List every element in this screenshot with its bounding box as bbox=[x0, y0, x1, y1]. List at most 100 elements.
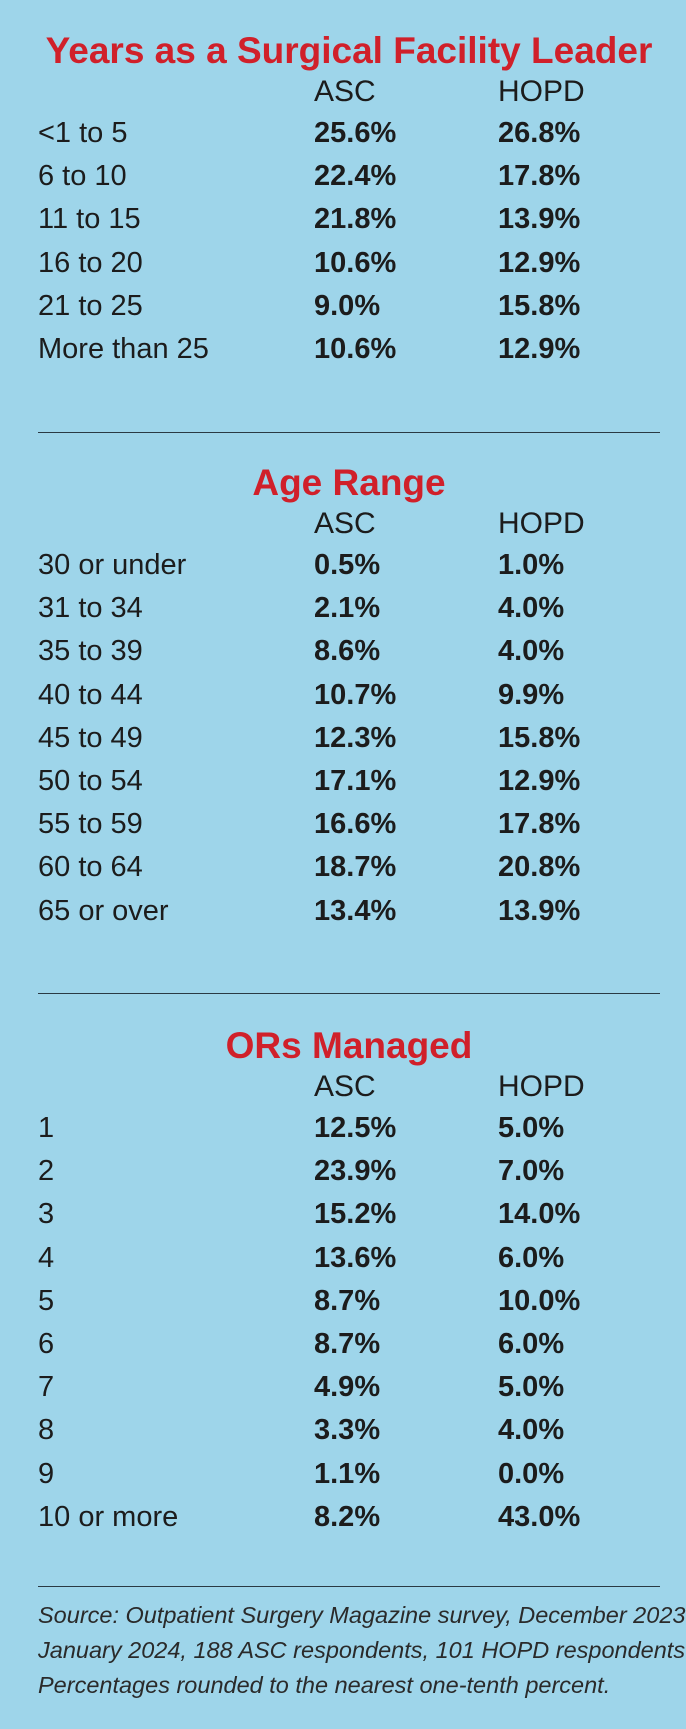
table-row: 2 23.9% 7.0% bbox=[38, 1150, 660, 1193]
asc-value: 4.9% bbox=[314, 1371, 381, 1404]
hopd-value: 17.8% bbox=[498, 160, 581, 193]
asc-value: 21.8% bbox=[314, 203, 397, 236]
row-label: 16 to 20 bbox=[38, 246, 143, 279]
section-divider bbox=[38, 1586, 660, 1587]
asc-value: 0.5% bbox=[314, 549, 381, 581]
hopd-value: 20.8% bbox=[498, 851, 581, 884]
table-row: 65 or over 13.4% 13.9% bbox=[38, 890, 660, 933]
source-line: Percentages rounded to the nearest one-t… bbox=[38, 1672, 611, 1698]
asc-value: 8.7% bbox=[314, 1327, 381, 1360]
table-row: 3 15.2% 14.0% bbox=[38, 1193, 660, 1236]
asc-value: 8.2% bbox=[314, 1500, 381, 1533]
table-row: 5 8.7% 10.0% bbox=[38, 1280, 660, 1323]
hopd-value: 13.9% bbox=[498, 203, 581, 236]
table-row: 16 to 20 10.6% 12.9% bbox=[38, 242, 660, 285]
years-leader-table: Years as a Surgical Facility Leader ASC HO… bbox=[38, 30, 660, 371]
asc-value: 13.6% bbox=[314, 1241, 397, 1274]
asc-value: 23.9% bbox=[314, 1155, 397, 1188]
asc-value: 15.2% bbox=[314, 1198, 397, 1231]
hopd-value: 9.9% bbox=[498, 678, 565, 711]
hopd-value: 4.0% bbox=[498, 1414, 565, 1447]
hopd-value: 4.0% bbox=[498, 592, 565, 625]
column-header-asc: ASC bbox=[314, 1070, 376, 1103]
hopd-value: 15.8% bbox=[498, 289, 581, 322]
source-note: Source: Outpatient Surgery Magazine surv… bbox=[38, 1598, 686, 1703]
hopd-value: 6.0% bbox=[498, 1327, 565, 1360]
asc-value: 8.7% bbox=[314, 1284, 381, 1317]
section-title: Age Range bbox=[252, 462, 446, 503]
hopd-value: 1.0% bbox=[498, 549, 565, 581]
table-row: 11 to 15 21.8% 13.9% bbox=[38, 198, 660, 241]
hopd-value: 12.9% bbox=[498, 246, 581, 279]
table-row: 35 to 39 8.6% 4.0% bbox=[38, 630, 660, 673]
hopd-value: 6.0% bbox=[498, 1241, 565, 1274]
row-label: 2 bbox=[38, 1155, 55, 1188]
source-line: Source: Outpatient Surgery Magazine surv… bbox=[38, 1602, 686, 1628]
asc-value: 12.3% bbox=[314, 721, 397, 754]
row-label: 40 to 44 bbox=[38, 678, 143, 711]
row-label: 8 bbox=[38, 1414, 55, 1447]
asc-value: 16.6% bbox=[314, 808, 397, 841]
table-row: 55 to 59 16.6% 17.8% bbox=[38, 803, 660, 846]
table-row: 45 to 49 12.3% 15.8% bbox=[38, 717, 660, 760]
row-label: 35 to 39 bbox=[38, 635, 143, 668]
row-label: 5 bbox=[38, 1284, 55, 1317]
table-row: 40 to 44 10.7% 9.9% bbox=[38, 674, 660, 717]
table-row: <1 to 5 25.6% 26.8% bbox=[38, 112, 660, 155]
row-label: 65 or over bbox=[38, 894, 169, 927]
table-row: 4 13.6% 6.0% bbox=[38, 1237, 660, 1280]
row-label: 6 to 10 bbox=[38, 160, 127, 193]
hopd-value: 13.9% bbox=[498, 894, 581, 927]
asc-value: 10.6% bbox=[314, 332, 397, 365]
row-label: 3 bbox=[38, 1198, 55, 1231]
column-header-row: ASC HOPD bbox=[38, 504, 660, 544]
row-label: 21 to 25 bbox=[38, 289, 143, 322]
column-header-asc: ASC bbox=[314, 75, 376, 108]
hopd-value: 12.9% bbox=[498, 332, 581, 365]
section-divider bbox=[38, 993, 660, 994]
table-row: 31 to 34 2.1% 4.0% bbox=[38, 587, 660, 630]
hopd-value: 5.0% bbox=[498, 1112, 565, 1144]
asc-value: 22.4% bbox=[314, 160, 397, 193]
asc-value: 9.0% bbox=[314, 289, 381, 322]
row-label: 7 bbox=[38, 1371, 55, 1404]
table-row: 50 to 54 17.1% 12.9% bbox=[38, 760, 660, 803]
row-label: 50 to 54 bbox=[38, 764, 143, 797]
asc-value: 25.6% bbox=[314, 117, 397, 149]
row-label: 10 or more bbox=[38, 1500, 179, 1533]
column-header-asc: ASC bbox=[314, 507, 376, 540]
hopd-value: 26.8% bbox=[498, 117, 581, 149]
hopd-value: 15.8% bbox=[498, 721, 581, 754]
hopd-value: 12.9% bbox=[498, 764, 581, 797]
asc-value: 3.3% bbox=[314, 1414, 381, 1447]
column-header-row: ASC HOPD bbox=[38, 1067, 660, 1107]
row-label: 1 bbox=[38, 1112, 55, 1144]
asc-value: 2.1% bbox=[314, 592, 381, 625]
row-label: 6 bbox=[38, 1327, 55, 1360]
table-row: 30 or under 0.5% 1.0% bbox=[38, 544, 660, 587]
asc-value: 17.1% bbox=[314, 764, 397, 797]
table-row: 9 1.1% 0.0% bbox=[38, 1453, 660, 1496]
asc-value: 8.6% bbox=[314, 635, 381, 668]
table-row: 1 12.5% 5.0% bbox=[38, 1107, 660, 1150]
table-row: 7 4.9% 5.0% bbox=[38, 1366, 660, 1409]
source-line: January 2024, 188 ASC respondents, 101 H… bbox=[38, 1637, 686, 1663]
row-label: 31 to 34 bbox=[38, 592, 143, 625]
section-title: ORs Managed bbox=[225, 1025, 473, 1066]
hopd-value: 43.0% bbox=[498, 1500, 581, 1533]
hopd-value: 10.0% bbox=[498, 1284, 581, 1317]
asc-value: 1.1% bbox=[314, 1457, 381, 1490]
table-row: 60 to 64 18.7% 20.8% bbox=[38, 846, 660, 889]
row-label: 45 to 49 bbox=[38, 721, 143, 754]
table-row: More than 25 10.6% 12.9% bbox=[38, 328, 660, 371]
column-header-hopd: HOPD bbox=[498, 75, 585, 108]
table-row: 10 or more 8.2% 43.0% bbox=[38, 1496, 660, 1539]
row-label: 4 bbox=[38, 1241, 55, 1274]
hopd-value: 14.0% bbox=[498, 1198, 581, 1231]
table-row: 21 to 25 9.0% 15.8% bbox=[38, 285, 660, 328]
row-label: 9 bbox=[38, 1457, 55, 1490]
asc-value: 13.4% bbox=[314, 894, 397, 927]
hopd-value: 0.0% bbox=[498, 1457, 565, 1490]
asc-value: 18.7% bbox=[314, 851, 397, 884]
